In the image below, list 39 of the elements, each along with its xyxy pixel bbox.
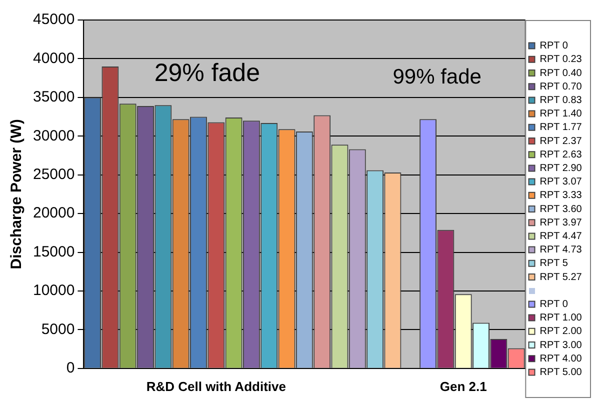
legend-label: RPT 3.07	[540, 176, 582, 188]
legend-label: RPT 2.63	[540, 149, 582, 160]
y-tick-label: 25000	[32, 166, 75, 183]
y-tick-label: 20000	[32, 204, 75, 222]
legend-label: RPT 0.70	[540, 81, 582, 92]
y-tick-label: 45000	[32, 11, 75, 28]
legend-label: RPT 1.40	[540, 108, 582, 120]
y-tick-label: 30000	[32, 127, 75, 144]
legend-label: RPT 0	[540, 298, 568, 310]
y-axis-title: Discharge Power (W)	[8, 119, 26, 270]
legend-label: RPT 3.60	[540, 204, 582, 215]
legend-label: RPT 3.33	[540, 190, 582, 202]
x-tick-label: R&D Cell with Additive	[146, 378, 286, 394]
legend-label: RPT 3.00	[540, 340, 582, 351]
legend-label: RPT 0.40	[540, 68, 582, 79]
legend-label: RPT 1.77	[540, 122, 582, 134]
legend-label: RPT 0	[540, 40, 568, 52]
annotation: 99% fade	[392, 65, 482, 88]
legend-label: RPT 1.00	[540, 312, 582, 324]
y-tick-label: 5000	[41, 320, 75, 338]
legend-label: RPT 0.83	[540, 94, 582, 106]
y-tick-label: 40000	[32, 50, 75, 67]
legend-label: RPT 5	[540, 258, 568, 270]
legend-label: RPT 4.00	[540, 353, 582, 364]
y-tick-label: 10000	[32, 282, 75, 300]
x-tick-label: Gen 2.1	[440, 378, 487, 394]
legend-label: RPT 0.23	[540, 54, 582, 66]
legend-label: RPT 4.73	[540, 244, 582, 256]
annotation: 29% fade	[154, 58, 260, 87]
y-tick-label: 35000	[32, 88, 75, 106]
legend-label: RPT 5.00	[540, 366, 582, 378]
y-tick-label: 0	[66, 360, 75, 377]
legend-label: RPT 4.47	[540, 230, 582, 242]
legend-label: RPT 2.00	[540, 326, 582, 338]
legend-label: RPT 5.27	[540, 272, 582, 283]
y-tick-label: 15000	[32, 243, 75, 260]
legend-label: RPT 3.97	[540, 217, 582, 228]
legend-label: RPT 2.90	[540, 162, 582, 174]
legend-label: RPT 2.37	[540, 136, 582, 147]
